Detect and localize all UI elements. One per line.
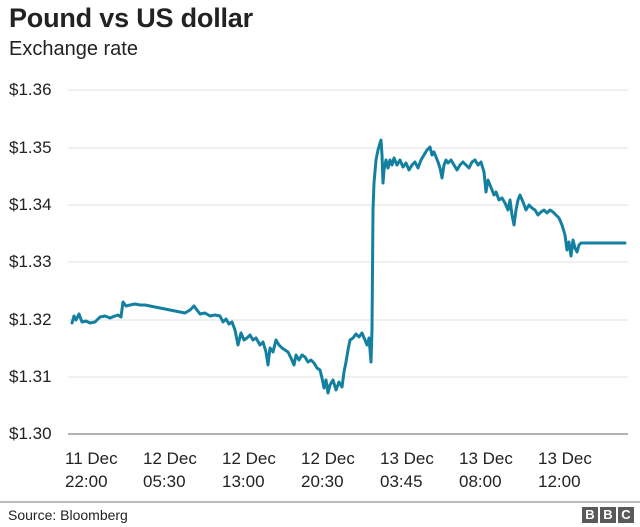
x-tick-time: 12:00 xyxy=(538,472,581,491)
y-tick-label: $1.34 xyxy=(9,195,52,214)
x-tick-date: 13 Dec xyxy=(538,449,592,468)
logo-letter: B xyxy=(582,507,598,523)
logo-letter: C xyxy=(618,507,634,523)
x-tick-date: 13 Dec xyxy=(380,449,434,468)
x-tick-label: 12 Dec 13:00 xyxy=(222,447,276,493)
x-tick-time: 22:00 xyxy=(65,472,108,491)
x-tick-time: 13:00 xyxy=(222,472,265,491)
x-tick-label: 12 Dec 05:30 xyxy=(143,447,197,493)
x-tick-time: 05:30 xyxy=(143,472,186,491)
y-tick-label: $1.31 xyxy=(9,367,52,386)
x-tick-time: 08:00 xyxy=(459,472,502,491)
chart-subtitle: Exchange rate xyxy=(9,38,138,60)
x-tick-time: 20:30 xyxy=(301,472,344,491)
footer-divider xyxy=(0,501,640,503)
x-tick-label: 11 Dec 22:00 xyxy=(65,447,118,493)
source-note: Source: Bloomberg xyxy=(8,507,128,523)
exchange-rate-line xyxy=(70,138,627,395)
gridlines xyxy=(68,89,628,378)
bbc-logo: B B C xyxy=(582,507,634,523)
y-tick-label: $1.36 xyxy=(9,80,52,99)
x-tick-date: 11 Dec xyxy=(65,449,118,468)
x-tick-label: 13 Dec 08:00 xyxy=(459,447,513,493)
x-tick-label: 13 Dec 03:45 xyxy=(380,447,434,493)
line-chart xyxy=(68,89,628,435)
x-tick-date: 13 Dec xyxy=(459,449,513,468)
x-tick-label: 13 Dec 12:00 xyxy=(538,447,592,493)
x-tick-time: 03:45 xyxy=(380,472,423,491)
x-tick-date: 12 Dec xyxy=(222,449,276,468)
logo-letter: B xyxy=(600,507,616,523)
y-tick-label: $1.33 xyxy=(9,252,52,271)
x-tick-label: 12 Dec 20:30 xyxy=(301,447,355,493)
y-tick-label: $1.32 xyxy=(9,310,52,329)
x-tick-date: 12 Dec xyxy=(301,449,355,468)
x-tick-date: 12 Dec xyxy=(143,449,197,468)
y-tick-label: $1.35 xyxy=(9,138,52,157)
y-tick-label: $1.30 xyxy=(9,424,52,443)
chart-title: Pound vs US dollar xyxy=(9,3,253,33)
